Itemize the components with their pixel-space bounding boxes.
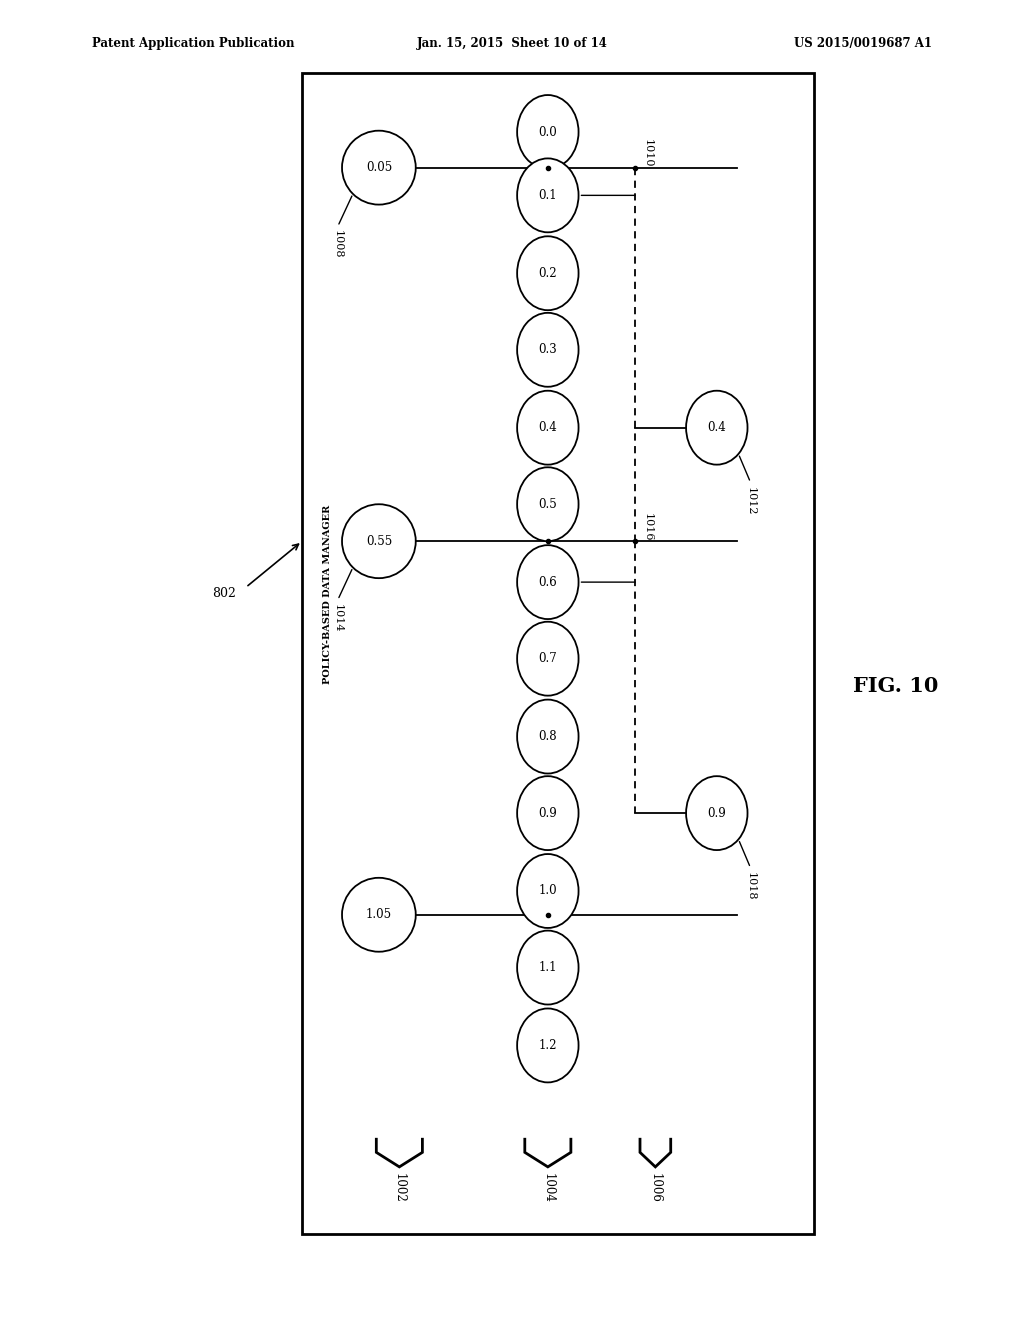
Ellipse shape (517, 158, 579, 232)
Text: 1002: 1002 (393, 1173, 406, 1204)
Ellipse shape (517, 1008, 579, 1082)
Text: 1006: 1006 (649, 1173, 662, 1204)
Text: 1004: 1004 (542, 1173, 554, 1204)
Text: 0.4: 0.4 (539, 421, 557, 434)
Ellipse shape (517, 931, 579, 1005)
Text: 0.1: 0.1 (539, 189, 557, 202)
Text: 1008: 1008 (333, 231, 343, 259)
Ellipse shape (342, 878, 416, 952)
Text: Patent Application Publication: Patent Application Publication (92, 37, 295, 50)
Ellipse shape (517, 776, 579, 850)
Text: 1.1: 1.1 (539, 961, 557, 974)
Ellipse shape (686, 776, 748, 850)
Text: 0.6: 0.6 (539, 576, 557, 589)
Text: 1012: 1012 (745, 487, 756, 515)
Text: 0.3: 0.3 (539, 343, 557, 356)
Text: 0.7: 0.7 (539, 652, 557, 665)
Text: 0.9: 0.9 (708, 807, 726, 820)
Text: 802: 802 (212, 587, 236, 601)
Text: 0.8: 0.8 (539, 730, 557, 743)
Ellipse shape (517, 313, 579, 387)
Ellipse shape (517, 854, 579, 928)
Text: 0.0: 0.0 (539, 125, 557, 139)
Ellipse shape (517, 95, 579, 169)
Ellipse shape (517, 236, 579, 310)
Text: 0.4: 0.4 (708, 421, 726, 434)
Text: 0.2: 0.2 (539, 267, 557, 280)
Ellipse shape (686, 391, 748, 465)
Ellipse shape (342, 131, 416, 205)
Text: US 2015/0019687 A1: US 2015/0019687 A1 (794, 37, 932, 50)
Text: 1014: 1014 (333, 605, 343, 632)
Bar (302, 73, 814, 1234)
Text: 0.5: 0.5 (539, 498, 557, 511)
Text: Jan. 15, 2015  Sheet 10 of 14: Jan. 15, 2015 Sheet 10 of 14 (417, 37, 607, 50)
Ellipse shape (342, 504, 416, 578)
Ellipse shape (517, 700, 579, 774)
Ellipse shape (517, 545, 579, 619)
Ellipse shape (517, 391, 579, 465)
Text: 1018: 1018 (745, 873, 756, 900)
Text: POLICY-BASED DATA MANAGER: POLICY-BASED DATA MANAGER (324, 504, 332, 684)
Text: 1016: 1016 (643, 512, 653, 541)
Text: 1010: 1010 (643, 139, 653, 168)
Text: FIG. 10: FIG. 10 (853, 676, 939, 697)
Text: 1.05: 1.05 (366, 908, 392, 921)
Text: 0.55: 0.55 (366, 535, 392, 548)
Text: 0.05: 0.05 (366, 161, 392, 174)
Ellipse shape (517, 467, 579, 541)
Ellipse shape (517, 622, 579, 696)
Text: 1.2: 1.2 (539, 1039, 557, 1052)
Text: 0.9: 0.9 (539, 807, 557, 820)
Text: 1.0: 1.0 (539, 884, 557, 898)
